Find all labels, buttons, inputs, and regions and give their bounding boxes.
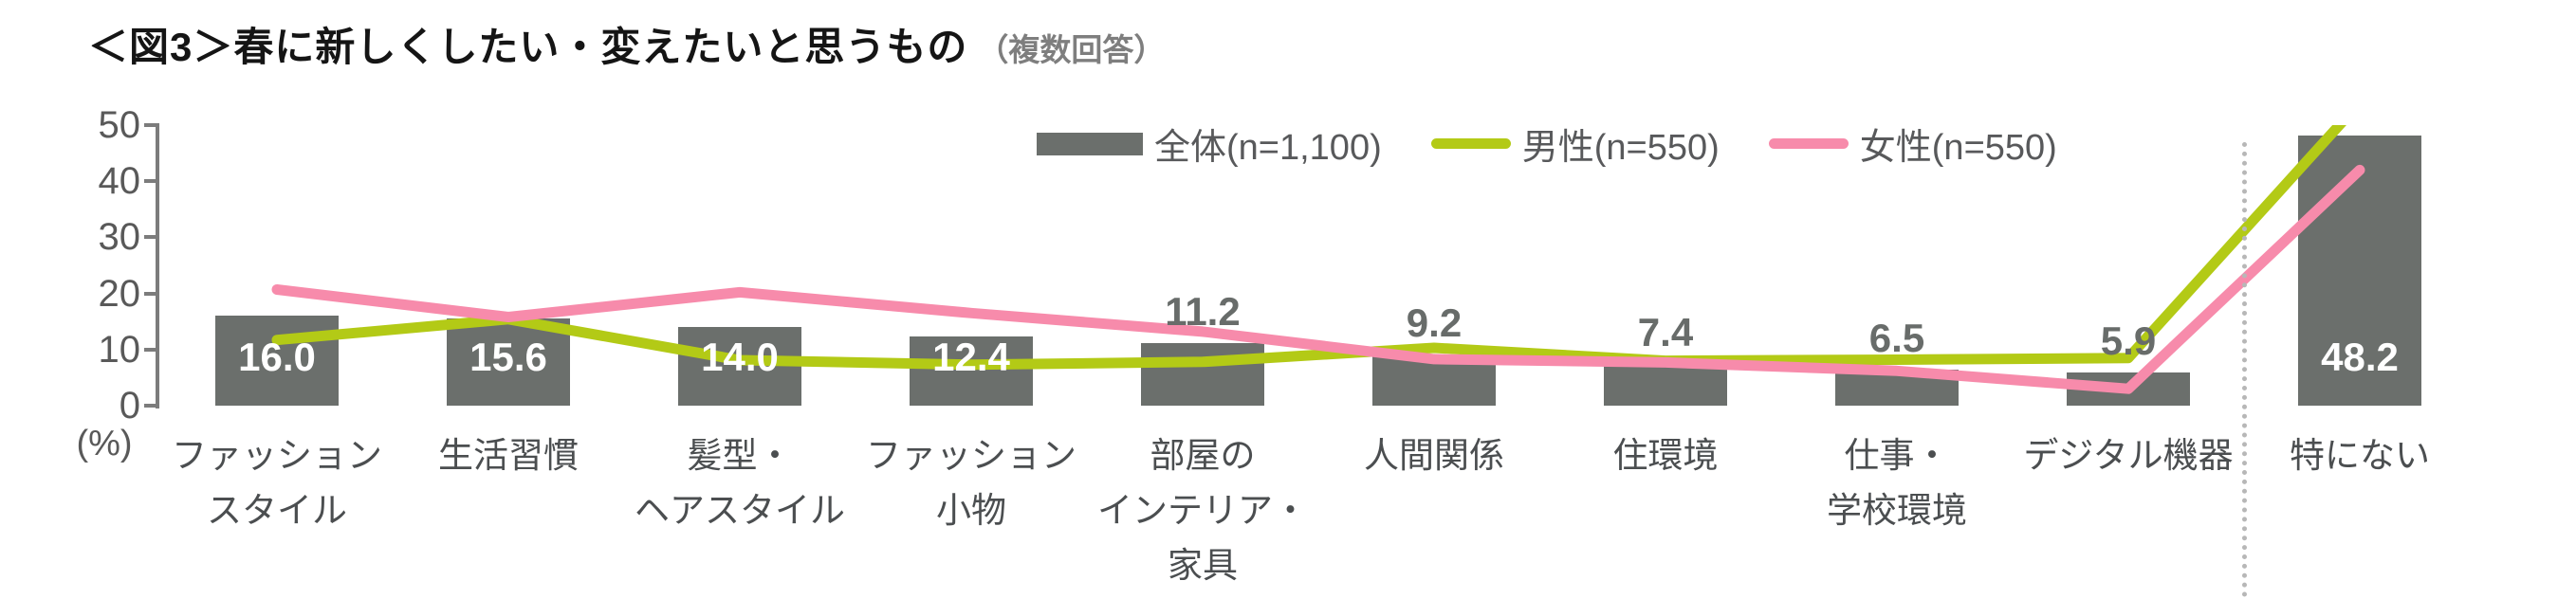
legend-item-female: 女性(n=550) (1768, 118, 2057, 170)
legend-male-line-swatch (1430, 138, 1511, 149)
y-tick-label: 20 (98, 272, 141, 315)
chart-legend: 全体(n=1,100) 男性(n=550) 女性(n=550) (1037, 118, 2057, 170)
bar-value-label: 11.2 (1165, 288, 1241, 334)
category-label: 生活習慣 (438, 436, 579, 475)
y-tick-mark (144, 179, 157, 184)
y-tick-label: 40 (98, 160, 141, 203)
dotted-separator-line (2242, 142, 2247, 597)
bar-value-label: 12.4 (932, 335, 1010, 379)
category-label: 特にない (2290, 436, 2430, 475)
y-axis-unit-label: (%) (76, 424, 133, 463)
y-tick-label: 30 (98, 216, 141, 259)
line-series-plot (271, 125, 2365, 394)
category-label: デジタル機器 (2023, 436, 2234, 475)
legend-item-male: 男性(n=550) (1430, 118, 1720, 170)
legend-label-female: 女性(n=550) (1859, 128, 2057, 168)
bar-3 (678, 327, 801, 406)
legend-female-line-swatch (1768, 138, 1849, 149)
category-label: ファッション 小物 (866, 436, 1076, 530)
bar-2 (447, 318, 570, 406)
legend-bar-swatch (1037, 132, 1143, 155)
bar-value-label: 6.5 (1868, 315, 1925, 360)
legend-item-total: 全体(n=1,100) (1037, 118, 1382, 170)
category-label: ファッション スタイル (172, 436, 382, 530)
y-tick-mark (144, 347, 157, 352)
y-axis-line (156, 123, 159, 408)
legend-label-total: 全体(n=1,100) (1154, 128, 1382, 168)
category-label: 住環境 (1612, 436, 1719, 475)
bar-value-label: 5.9 (2100, 318, 2157, 364)
bar-10 (2298, 135, 2421, 406)
y-tick-label: 50 (98, 104, 141, 146)
bar-value-label: 7.4 (1637, 310, 1694, 355)
y-tick-mark (144, 235, 157, 240)
bar-7 (1604, 364, 1727, 406)
bar-value-label: 48.2 (2321, 335, 2399, 379)
y-tick-mark (144, 404, 157, 408)
y-tick-label: 10 (98, 328, 141, 371)
figure-title-row: ＜図3＞春に新しくしたい・変えたいと思うもの （複数回答） (88, 15, 1165, 73)
y-tick-mark (144, 291, 157, 296)
bar-1 (215, 316, 339, 406)
figure-title: ＜図3＞春に新しくしたい・変えたいと思うもの (88, 25, 968, 69)
bar-4 (910, 336, 1033, 406)
line-series (271, 164, 2365, 394)
bar-value-label: 15.6 (469, 335, 547, 379)
bar-5 (1141, 342, 1264, 406)
bar-value-label: 14.0 (701, 335, 779, 379)
y-tick-label: 0 (119, 385, 140, 427)
bar-value-label: 16.0 (238, 335, 316, 379)
category-label: 髪型・ ヘアスタイル (635, 436, 845, 530)
bar-value-label: 9.2 (1406, 300, 1463, 345)
legend-label-male: 男性(n=550) (1521, 128, 1720, 168)
y-tick-mark (144, 123, 157, 127)
category-label: 部屋の インテリア・ 家具 (1097, 436, 1308, 585)
category-label: 人間関係 (1364, 436, 1504, 475)
category-label: 仕事・ 学校環境 (1827, 436, 1967, 530)
line-series (271, 125, 2346, 371)
figure-title-note: （複数回答） (977, 32, 1166, 67)
